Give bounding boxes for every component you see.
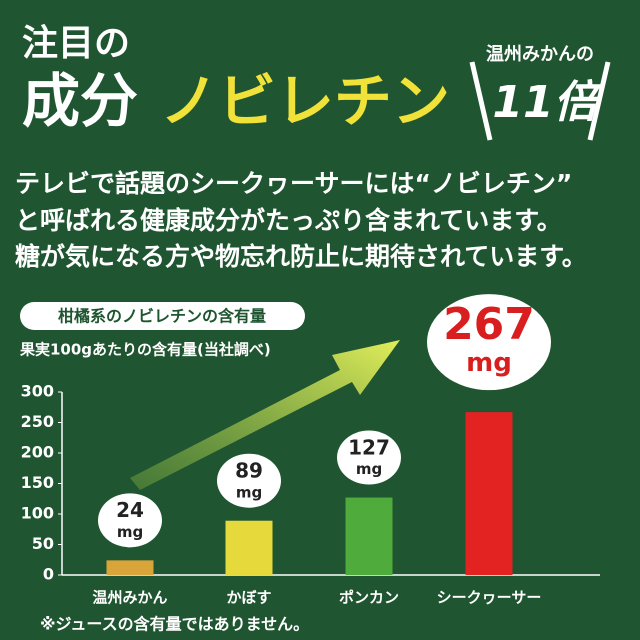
- y-tick-label: 100: [21, 504, 54, 523]
- bar: [106, 560, 154, 575]
- legend-pill: [20, 302, 305, 330]
- y-tick-label: 50: [32, 534, 54, 553]
- value-label: 89: [235, 459, 263, 483]
- value-bubble: [98, 493, 162, 548]
- body-line: テレビで話題のシークヮーサーには“ノビレチン”: [15, 169, 572, 198]
- compare-label: 温州みかんの: [486, 44, 594, 65]
- footnote: ※ジュースの含有量ではありません。: [40, 615, 309, 634]
- bar: [225, 520, 273, 575]
- body-line: と呼ばれる健康成分がたっぷり含まれています。: [15, 206, 562, 235]
- value-label: 267: [443, 299, 535, 350]
- y-tick-label: 150: [21, 473, 54, 492]
- y-tick-label: 250: [21, 412, 54, 431]
- value-unit: mg: [356, 460, 382, 478]
- trend-arrow: [130, 340, 400, 490]
- y-tick-label: 0: [43, 565, 54, 584]
- chart-subtitle: 果実100gあたりの含有量(当社調べ): [19, 341, 271, 359]
- value-bubble: [427, 294, 551, 391]
- divider: [469, 61, 493, 141]
- x-tick-label: かぼす: [226, 589, 271, 607]
- value-label: 127: [348, 435, 390, 459]
- value-bubble: [217, 453, 281, 508]
- value-bubble: [337, 430, 401, 485]
- y-tick-label: 300: [21, 382, 54, 401]
- x-tick-label: 温州みかん: [92, 589, 167, 607]
- body-line: 糖が気になる方や物忘れ防止に期待されています。: [15, 242, 587, 271]
- value-label: 24: [116, 498, 144, 522]
- compare-value: 11倍: [492, 77, 603, 128]
- divider: [587, 61, 611, 141]
- value-unit: mg: [466, 348, 512, 378]
- bar: [345, 497, 393, 575]
- value-unit: mg: [236, 483, 262, 501]
- banner-highlight: ノビレチン: [160, 67, 450, 135]
- banner-label: 注目の: [22, 23, 130, 64]
- bar: [465, 412, 513, 575]
- chart-title: 柑橘系のノビレチンの含有量: [58, 307, 266, 326]
- value-unit: mg: [117, 523, 143, 541]
- y-tick-label: 200: [21, 443, 54, 462]
- x-tick-label: ポンカン: [339, 589, 399, 607]
- x-tick-label: シークヮーサー: [437, 589, 542, 607]
- banner-label: 成分: [22, 67, 138, 135]
